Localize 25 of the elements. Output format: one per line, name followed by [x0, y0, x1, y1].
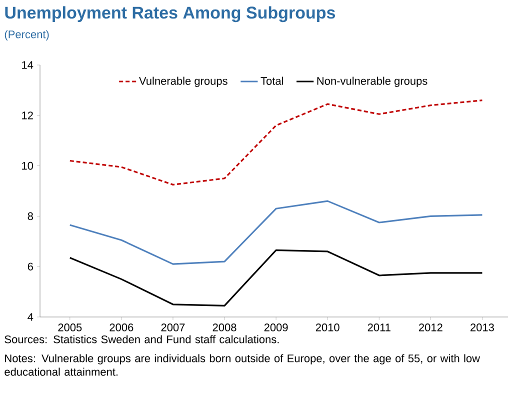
line-series — [69, 200, 484, 265]
y-tick-label: 10 — [22, 162, 34, 170]
x-tick-label: 2009 — [264, 324, 288, 332]
y-tick-label: 8 — [28, 212, 33, 220]
x-tick-label: 2007 — [161, 324, 185, 332]
source-note: Sources: Statistics Sweden and Fund staff calculations. — [4, 335, 279, 344]
legend-label: Vulnerable groups — [139, 76, 228, 87]
x-tick-label: 2005 — [58, 324, 82, 332]
text: Notes: Vulnerable groups are individuals born outside of Europe, over the age of 55, or with low educational attainment. — [4, 354, 480, 376]
line-series — [69, 249, 484, 306]
y-tick-label: 12 — [22, 112, 33, 120]
x-tick-label: 2006 — [110, 324, 134, 332]
x-tick-label: 2011 — [368, 324, 390, 332]
legend-label: Total — [260, 76, 284, 85]
x-tick-label: 2010 — [316, 324, 340, 332]
chart-title: Unemployment Rates Among Subgroups — [5, 6, 336, 22]
legend-label: Non-vulnerable groups — [317, 76, 428, 87]
y-tick-label: 14 — [22, 61, 34, 69]
x-tick-label: 2012 — [418, 324, 442, 332]
y-tick-label: 6 — [28, 262, 33, 270]
line-series — [69, 99, 484, 186]
y-tick-label: 4 — [28, 313, 34, 321]
chart-subtitle: (Percent) — [4, 30, 49, 40]
x-tick-label: 2013 — [470, 324, 494, 332]
x-tick-label: 2008 — [212, 324, 236, 332]
